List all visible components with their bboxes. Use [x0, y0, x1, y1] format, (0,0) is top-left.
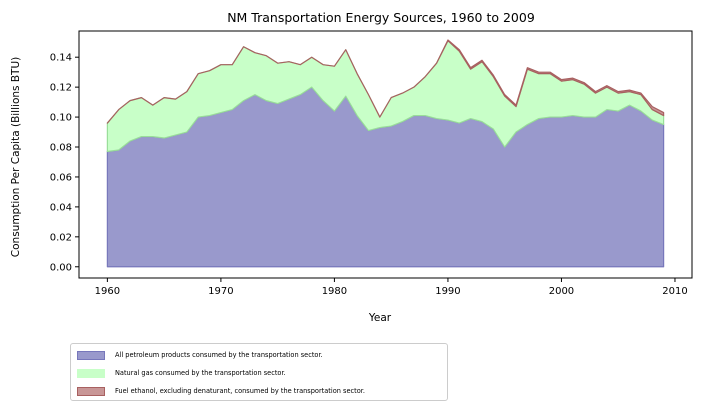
- x-tick-label: 1990: [435, 286, 460, 297]
- area-series-2: [106, 39, 665, 124]
- x-tick-label: 2000: [549, 286, 574, 297]
- y-tick-label: 0.00: [50, 262, 72, 273]
- y-axis-label: Consumption Per Capita (Billions BTU): [10, 57, 22, 257]
- plot-area: [106, 39, 665, 268]
- y-tick-label: 0.06: [50, 172, 72, 183]
- y-tick-label: 0.12: [50, 83, 72, 94]
- x-axis-label: Year: [368, 312, 392, 324]
- y-tick-label: 0.02: [50, 232, 72, 243]
- legend-label-petroleum: All petroleum products consumed by the t…: [115, 351, 323, 359]
- legend-swatch-ethanol: [77, 386, 105, 396]
- y-tick-label: 0.14: [50, 53, 72, 64]
- y-axis: 0.00 0.02 0.04 0.06 0.08 0.10 0.12 0.14: [50, 53, 79, 273]
- x-tick-label: 1970: [208, 286, 233, 297]
- x-tick-label: 1960: [95, 286, 120, 297]
- x-tick-label: 1980: [322, 286, 347, 297]
- plot-frame: [78, 30, 693, 279]
- legend: All petroleum products consumed by the t…: [70, 343, 448, 401]
- legend-swatch-petroleum: [77, 350, 105, 360]
- legend-item-natural-gas: Natural gas consumed by the transportati…: [77, 367, 286, 379]
- x-axis: 1960 1970 1980 1990 2000 2010: [95, 278, 688, 297]
- legend-label-natural-gas: Natural gas consumed by the transportati…: [115, 369, 286, 377]
- x-tick-label: 2010: [662, 286, 687, 297]
- chart-title: NM Transportation Energy Sources, 1960 t…: [227, 10, 535, 25]
- legend-item-ethanol: Fuel ethanol, excluding denaturant, cons…: [77, 385, 365, 397]
- legend-item-petroleum: All petroleum products consumed by the t…: [77, 349, 323, 361]
- y-tick-label: 0.10: [50, 113, 72, 124]
- legend-label-ethanol: Fuel ethanol, excluding denaturant, cons…: [115, 387, 365, 395]
- legend-swatch-natural-gas: [77, 368, 105, 378]
- y-tick-label: 0.08: [50, 143, 72, 154]
- y-tick-label: 0.04: [50, 202, 72, 213]
